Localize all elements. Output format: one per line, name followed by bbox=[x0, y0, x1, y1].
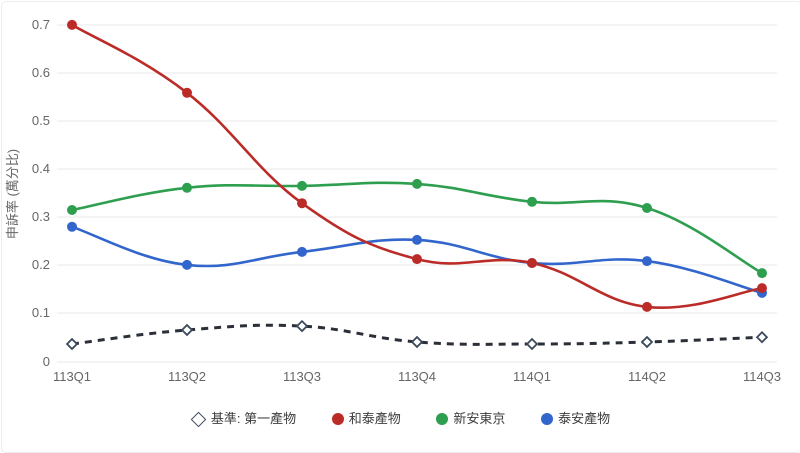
svg-text:0.5: 0.5 bbox=[31, 113, 49, 128]
svg-text:113Q2: 113Q2 bbox=[167, 369, 205, 384]
svg-text:113Q1: 113Q1 bbox=[52, 369, 90, 384]
svg-text:114Q1: 114Q1 bbox=[512, 369, 550, 384]
svg-text:申訴率 (萬分比): 申訴率 (萬分比) bbox=[5, 148, 20, 238]
svg-text:0.1: 0.1 bbox=[31, 305, 49, 320]
svg-text:0.7: 0.7 bbox=[31, 17, 49, 32]
svg-text:114Q3: 114Q3 bbox=[742, 369, 780, 384]
svg-text:0.4: 0.4 bbox=[31, 161, 49, 176]
svg-text:0: 0 bbox=[42, 354, 49, 369]
svg-text:113Q4: 113Q4 bbox=[397, 369, 435, 384]
svg-text:0.3: 0.3 bbox=[31, 209, 49, 224]
svg-text:0.2: 0.2 bbox=[31, 257, 49, 272]
svg-text:114Q2: 114Q2 bbox=[627, 369, 665, 384]
svg-text:113Q3: 113Q3 bbox=[282, 369, 320, 384]
svg-text:0.6: 0.6 bbox=[31, 65, 49, 80]
